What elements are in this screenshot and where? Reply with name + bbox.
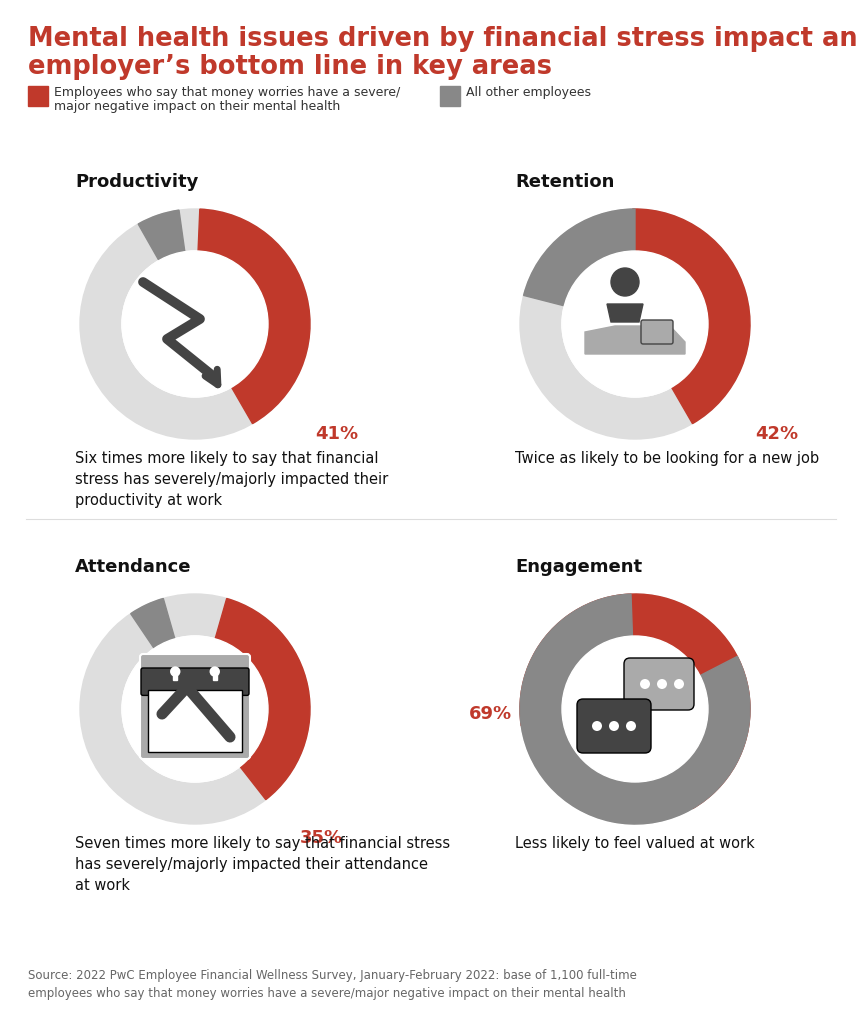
Circle shape: [561, 251, 707, 397]
Text: Attendance: Attendance: [75, 558, 191, 575]
Circle shape: [170, 667, 180, 677]
Text: 5%: 5%: [202, 646, 227, 662]
Text: 21%: 21%: [656, 276, 690, 292]
Circle shape: [80, 209, 310, 439]
Circle shape: [673, 679, 684, 689]
Text: Productivity: Productivity: [75, 173, 198, 191]
FancyBboxPatch shape: [148, 690, 242, 752]
Bar: [439, 86, 460, 106]
Polygon shape: [606, 304, 642, 322]
Wedge shape: [519, 594, 749, 824]
Wedge shape: [138, 210, 184, 260]
Wedge shape: [198, 209, 310, 424]
Text: 41%: 41%: [314, 425, 357, 443]
Circle shape: [561, 636, 707, 782]
Circle shape: [608, 721, 618, 731]
Circle shape: [122, 251, 268, 397]
Circle shape: [519, 209, 749, 439]
Bar: [213, 670, 217, 680]
Circle shape: [610, 268, 638, 296]
Text: Engagement: Engagement: [514, 558, 641, 575]
Text: Source: 2022 PwC Employee Financial Wellness Survey, January-February 2022: base: Source: 2022 PwC Employee Financial Well…: [28, 969, 636, 1000]
Text: Less likely to feel valued at work: Less likely to feel valued at work: [514, 836, 754, 851]
Circle shape: [122, 636, 268, 782]
Circle shape: [639, 679, 649, 689]
Circle shape: [122, 636, 268, 782]
Wedge shape: [519, 594, 749, 809]
FancyBboxPatch shape: [141, 668, 249, 695]
FancyBboxPatch shape: [641, 319, 672, 344]
Text: All other employees: All other employees: [466, 86, 591, 99]
Text: 6%: 6%: [213, 261, 237, 276]
Text: Twice as likely to be looking for a new job: Twice as likely to be looking for a new …: [514, 451, 818, 466]
Bar: [173, 670, 177, 680]
Text: Mental health issues driven by financial stress impact an: Mental health issues driven by financial…: [28, 26, 857, 52]
Text: major negative impact on their mental health: major negative impact on their mental he…: [54, 100, 340, 113]
Wedge shape: [131, 598, 175, 648]
Text: Retention: Retention: [514, 173, 614, 191]
Text: 82%: 82%: [574, 664, 608, 679]
Text: Seven times more likely to say that financial stress
has severely/majorly impact: Seven times more likely to say that fina…: [75, 836, 449, 893]
Text: Six times more likely to say that financial
stress has severely/majorly impacted: Six times more likely to say that financ…: [75, 451, 387, 508]
Text: 69%: 69%: [468, 705, 511, 723]
Text: 42%: 42%: [754, 425, 797, 443]
Text: Employees who say that money worries have a severe/: Employees who say that money worries hav…: [54, 86, 400, 99]
Wedge shape: [632, 209, 749, 424]
Text: employer’s bottom line in key areas: employer’s bottom line in key areas: [28, 54, 551, 80]
Circle shape: [656, 679, 666, 689]
Bar: [28, 86, 48, 106]
Wedge shape: [215, 598, 310, 800]
Circle shape: [625, 721, 635, 731]
Circle shape: [561, 251, 707, 397]
FancyBboxPatch shape: [623, 658, 693, 710]
Circle shape: [80, 594, 310, 824]
Circle shape: [122, 251, 268, 397]
Text: 35%: 35%: [300, 829, 343, 847]
Circle shape: [209, 667, 220, 677]
Circle shape: [519, 594, 749, 824]
Circle shape: [592, 721, 601, 731]
Circle shape: [561, 636, 707, 782]
Polygon shape: [585, 326, 684, 354]
FancyBboxPatch shape: [576, 699, 650, 753]
Wedge shape: [523, 209, 635, 306]
FancyBboxPatch shape: [139, 654, 250, 759]
